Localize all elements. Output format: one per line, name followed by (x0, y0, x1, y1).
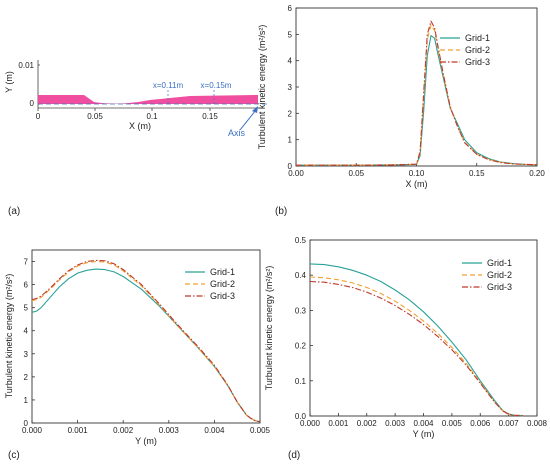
series-line-grid-2 (309, 276, 523, 417)
series-line-grid-2 (31, 260, 261, 423)
y-tick-label: 4 (288, 57, 293, 66)
y-tick-label: 3 (24, 350, 29, 359)
series-line-grid-3 (296, 20, 538, 166)
x-tick-label: 0.002 (113, 426, 134, 435)
station-label: x=0.11m (153, 81, 184, 90)
legend-entry: Grid-3 (210, 291, 235, 301)
series-line-grid-1 (31, 268, 261, 423)
station-label: x=0.15m (201, 81, 232, 90)
y-tick-label: 0 (24, 419, 29, 428)
y-tick-label: 0.4 (295, 271, 307, 280)
chart-b: 0.00 0.05 0.10 0.15 0.20 0 1 2 3 4 5 6 X (m) Turbulen… (257, 4, 545, 217)
legend-entry: Grid-1 (487, 258, 512, 268)
x-tick-label: 0.001 (328, 419, 349, 428)
y-tick-label: 1 (24, 396, 29, 405)
geometry-xtick: 0.05 (87, 112, 103, 121)
series-line-grid-2 (296, 24, 538, 166)
y-tick-label: 6 (24, 281, 29, 290)
panel-label-c: (c) (8, 450, 20, 461)
y-axis-label: Turbulent kinetic energy (m²/s²) (4, 274, 14, 399)
x-tick-label: 0.15 (469, 169, 485, 178)
geometry-xtick: 0.15 (202, 112, 218, 121)
geometry-ylabel: Y (m) (4, 71, 14, 93)
geometry-ytick: 0.01 (18, 61, 34, 70)
x-tick-label: 0.006 (470, 419, 491, 428)
y-tick-label: 0.5 (295, 236, 307, 245)
panel-label-d: (d) (288, 450, 300, 461)
x-tick-label: 0.003 (159, 426, 180, 435)
legend-entry: Grid-2 (210, 279, 235, 289)
series-line-grid-1 (296, 35, 538, 166)
x-axis-label: Y (m) (135, 436, 157, 446)
chart-d: 0.000 0.001 0.002 0.003 0.004 0.005 0.006 0.007… (264, 236, 548, 461)
y-tick-label: 0.3 (295, 306, 307, 315)
legend-entry: Grid-2 (487, 270, 512, 280)
x-tick-label: 0.10 (409, 169, 425, 178)
panel-label-a: (a) (8, 206, 20, 217)
legend-entry: Grid-3 (487, 282, 512, 292)
geometry-ytick: 0 (30, 99, 35, 108)
y-tick-label: 2 (24, 373, 29, 382)
x-tick-label: 0.05 (348, 169, 364, 178)
geometry-xtick: 0.1 (146, 112, 158, 121)
y-tick-label: 0 (288, 162, 293, 171)
y-tick-label: 0.0 (295, 412, 307, 421)
legend-entry: Grid-1 (210, 267, 235, 277)
y-tick-label: 1 (288, 136, 293, 145)
y-tick-label: 6 (288, 4, 293, 13)
geometry-panel: Y (m) 0.01 0 0 0.05 0.1 0.15 X (m) x=0.1… (4, 60, 270, 217)
x-tick-label: 0.004 (413, 419, 434, 428)
y-tick-label: 0.2 (295, 342, 307, 351)
x-axis-label: X (m) (406, 179, 428, 189)
series-line-grid-3 (309, 280, 523, 417)
series-line-grid-3 (31, 259, 261, 423)
x-tick-label: 0.00 (288, 169, 304, 178)
geometry-xtick: 0 (36, 112, 41, 121)
x-tick-label: 0.004 (204, 426, 225, 435)
x-tick-label: 0.005 (442, 419, 463, 428)
y-tick-label: 7 (24, 258, 29, 267)
x-tick-label: 0.20 (529, 169, 545, 178)
panel-label-b: (b) (275, 206, 287, 217)
x-tick-label: 0.000 (22, 426, 43, 435)
plot-frame (31, 249, 261, 424)
x-tick-label: 0.008 (527, 419, 548, 428)
y-axis-label: Turbulent kinetic energy (m²/s²) (264, 266, 274, 391)
axis-annotation: Axis (228, 128, 246, 138)
x-tick-label: 0.003 (385, 419, 406, 428)
y-tick-label: 2 (288, 109, 293, 118)
x-tick-label: 0.007 (499, 419, 520, 428)
plot-frame (295, 7, 538, 167)
y-axis-label: Turbulent kinetic energy (m²/s²) (257, 25, 267, 150)
y-tick-label: 0.1 (295, 377, 307, 386)
y-tick-label: 4 (24, 327, 29, 336)
y-tick-label: 3 (288, 83, 293, 92)
y-tick-label: 5 (288, 30, 293, 39)
geometry-xlabel: X (m) (129, 121, 151, 131)
legend-entry: Grid-3 (465, 57, 490, 67)
x-tick-label: 0.005 (250, 426, 271, 435)
x-tick-label: 0.002 (357, 419, 378, 428)
legend-entry: Grid-2 (465, 45, 490, 55)
axis-arrow (239, 109, 257, 131)
x-tick-label: 0.000 (300, 419, 321, 428)
y-tick-label: 5 (24, 304, 29, 313)
nozzle-geometry (38, 95, 258, 104)
chart-c: 0.000 0.001 0.002 0.003 0.004 0.005 0 1 2 3 4 5 6 7 Y … (4, 249, 271, 461)
x-axis-label: Y (m) (413, 429, 435, 439)
legend-entry: Grid-1 (465, 33, 490, 43)
x-tick-label: 0.001 (68, 426, 89, 435)
axis-arrowhead (252, 106, 258, 113)
